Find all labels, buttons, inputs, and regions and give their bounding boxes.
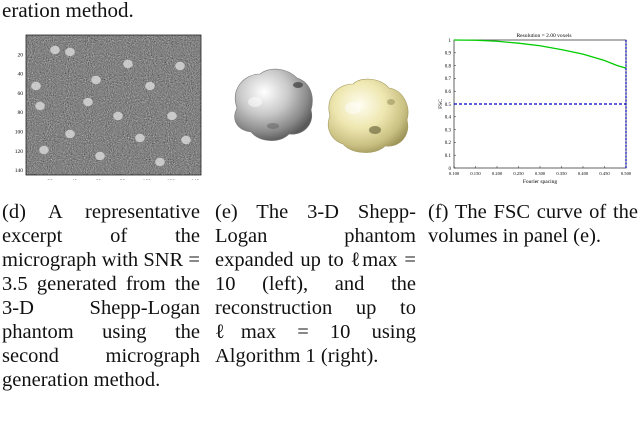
micrograph-particle [113,111,123,121]
phantom-renderings [234,68,409,153]
chart-title: Resolution = 2.00 voxels [516,33,571,39]
fsc-series [453,39,627,168]
x-tick-label: 0.200 [492,171,503,176]
micrograph-particle [50,45,60,55]
y-tick-label: 0 [449,167,452,172]
y-tick-label: 0.8 [445,64,452,69]
x-tick-label: 0.250 [513,171,524,176]
x-tick-label: 0.500 [621,171,632,176]
caption-e: (e) The 3-D Shepp-Logan phantom expanded… [215,201,416,367]
x-axis-label: Fourier spacing [523,179,558,185]
micrograph-x-tick-label: 40 [72,179,78,180]
micrograph-particle [167,111,177,121]
phantom-reconstruction-blob [327,78,409,153]
y-tick-label: 0.2 [445,141,452,146]
y-tick-label: 0.5 [445,103,452,108]
y-tick-label: 0.6 [445,90,452,95]
micrograph-particle [31,81,41,91]
x-tick-label: 0.450 [599,171,610,176]
micrograph-x-tick-label: 140 [191,179,200,180]
y-axis-label: FSC [438,99,444,109]
x-tick-label: 0.300 [535,171,546,176]
micrograph-y-tick-label: 80 [18,110,24,116]
y-tick-label: 0.4 [445,116,452,121]
micrograph-particle [83,97,93,107]
micrograph-y-tick-label: 20 [18,52,24,58]
fsc-curve [453,39,627,69]
micrograph-particle [155,157,165,167]
micrograph-x-tick-label: 80 [120,179,126,180]
micrograph-y-tick-label: 40 [18,72,24,78]
micrograph-y-tick-label: 120 [15,149,24,155]
y-tick-label: 1 [449,39,452,44]
micrograph-x-tick-label: 120 [167,179,176,180]
micrograph-particle [91,75,101,85]
y-tick-label: 0.9 [445,52,452,57]
micrograph-particle [145,81,155,91]
micrograph-particle [65,47,75,57]
micrograph-figure: 20 40 60 80 100 120 140 20 40 60 80 100 120 140 [15,34,202,185]
micrograph-y-tick-label: 60 [18,91,24,97]
micrograph-particle [135,133,145,143]
micrograph-particle [65,129,75,139]
x-tick-label: 0.400 [578,171,589,176]
micrograph-x-tick-label: 100 [143,179,152,180]
x-tick-label: 0.100 [449,171,460,176]
micrograph-x-ticks: 20 40 60 80 100 120 140 [47,179,200,185]
fsc-plot-panel: Resolution = 2.00 voxels 0 0.1 0.2 0.3 0.4 0.… [428,30,640,195]
x-tick-label: 0.350 [556,171,567,176]
micrograph-panel: 20 40 60 80 100 120 140 20 40 60 80 100 120 140 [0,30,208,185]
micrograph-particle [181,135,191,145]
micrograph-x-tick-label: 60 [96,179,102,180]
micrograph-particle [123,59,133,69]
y-tick-label: 0.7 [445,77,452,82]
micrograph-particle [39,145,49,155]
micrograph-noise [26,35,201,175]
x-tick-label: 0.150 [470,171,481,176]
phantom-original-blob [234,68,313,141]
micrograph-particle [175,61,185,71]
fsc-chart: Resolution = 2.00 voxels 0 0.1 0.2 0.3 0.4 0.… [438,33,632,185]
micrograph-particle [35,101,45,111]
micrograph-x-tick-label: 20 [47,179,53,180]
previous-caption-fragment: eration method. [2,0,134,22]
phantom-render-panel [215,30,425,180]
y-tick-label: 0.3 [445,128,452,133]
micrograph-particle [95,151,105,161]
caption-d: (d) A representative excerpt of the micr… [2,201,200,391]
micrograph-y-tick-label: 140 [15,168,24,174]
y-axis-ticks: 0 0.1 0.2 0.3 0.4 0.5 0.6 0.7 0.8 0.9 1 [445,39,456,172]
micrograph-particles [31,45,191,167]
caption-f: (f) The FSC curve of the volumes in pane… [428,201,638,247]
x-axis-ticks: 0.100 0.150 0.200 0.250 0.300 0.350 0.400 0.450… [449,166,632,176]
y-tick-label: 0.1 [445,154,452,159]
micrograph-y-tick-label: 100 [15,130,24,136]
micrograph-y-ticks: 20 40 60 80 100 120 140 [15,52,24,174]
